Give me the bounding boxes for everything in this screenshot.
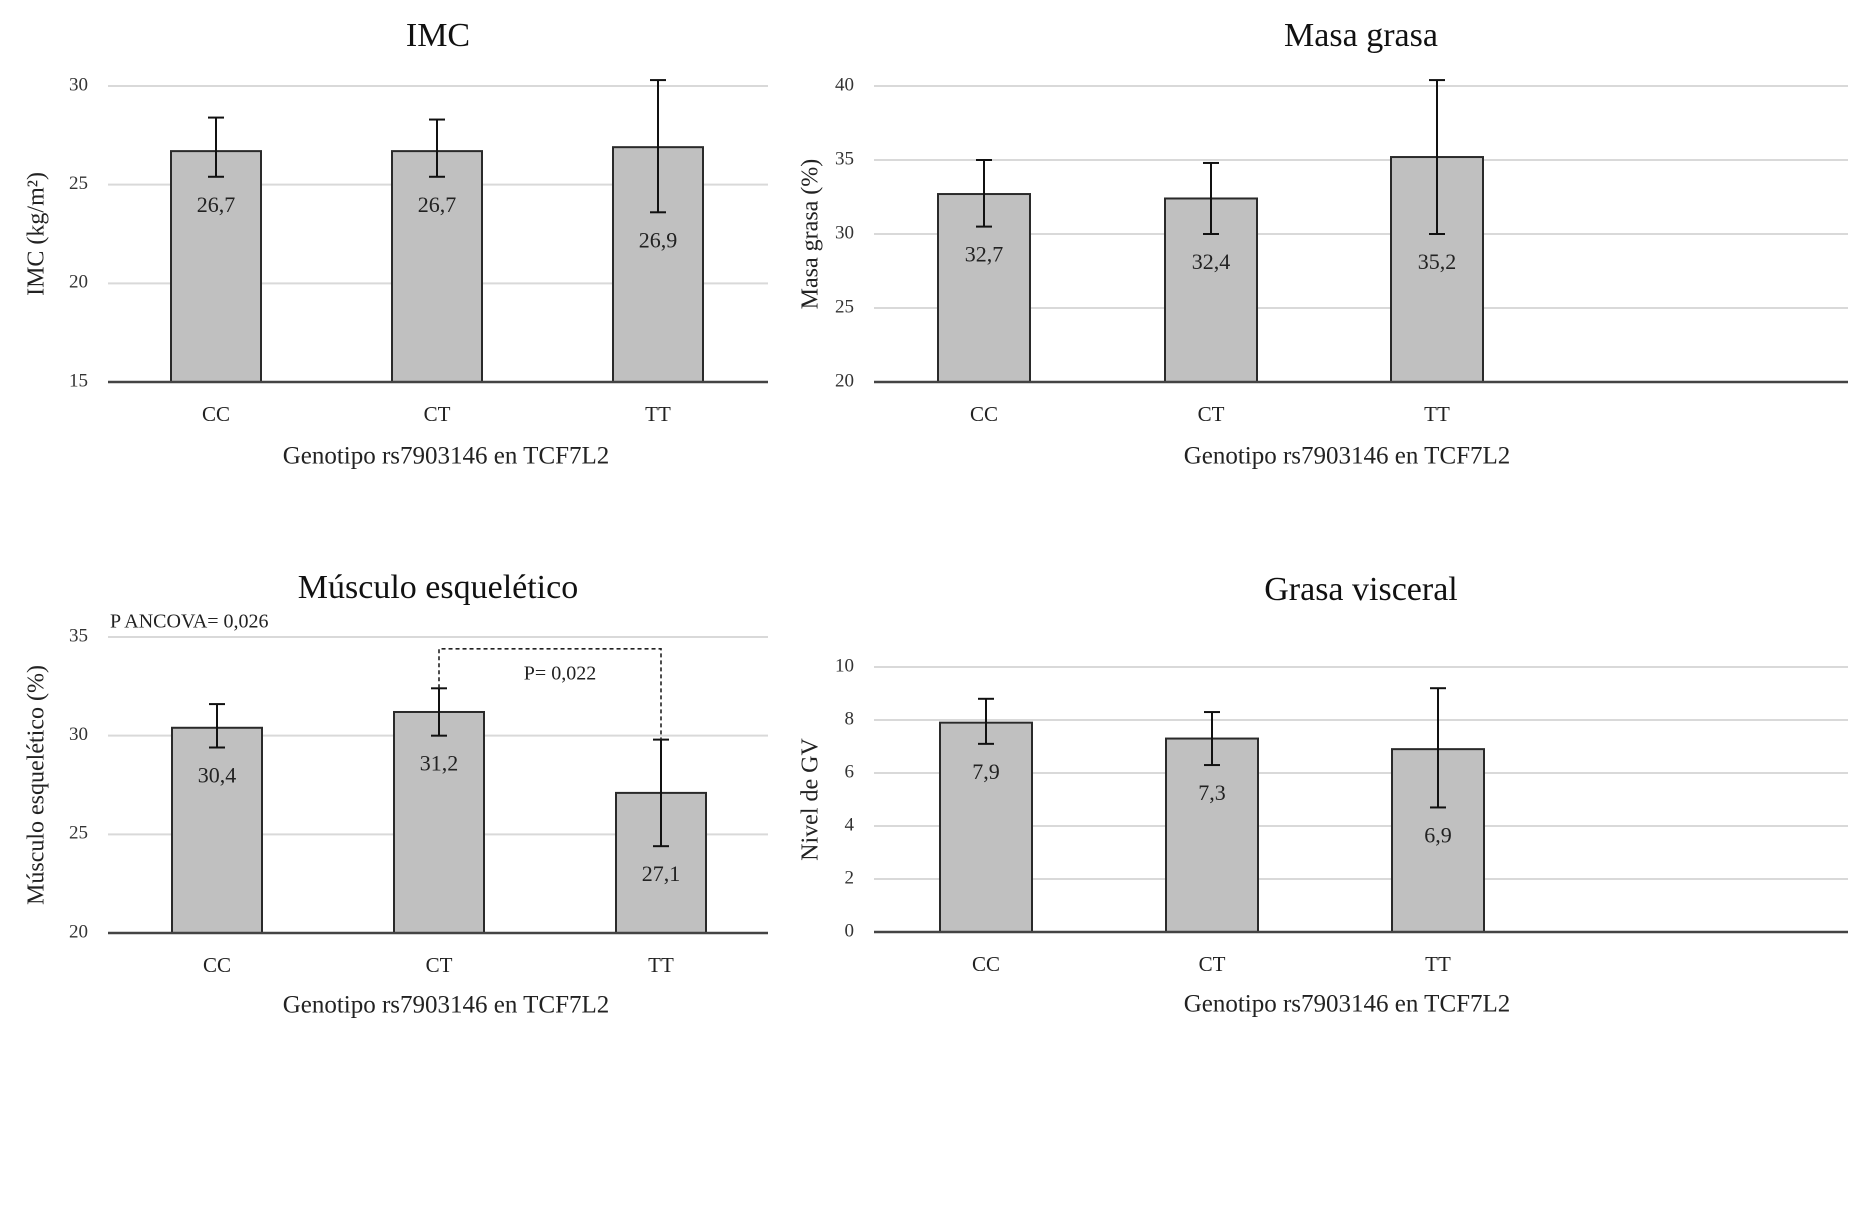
y-tick-label: 25: [835, 296, 854, 317]
p-ancova-annotation: P ANCOVA= 0,026: [110, 611, 269, 633]
chart-panel-4: Grasa visceral 0 2 4 6 8 10 Nivel de GV 7,9 CC 7,3…: [798, 571, 1848, 1018]
x-tick-label: TT: [1424, 402, 1450, 426]
y-tick-label: 4: [845, 814, 855, 835]
chart-title: Masa grasa: [1284, 17, 1438, 54]
x-tick-label: CT: [424, 402, 451, 426]
y-tick-label: 30: [69, 724, 88, 745]
x-tick-label: CC: [203, 953, 231, 977]
x-tick-label: CT: [1198, 402, 1225, 426]
data-label: 7,9: [972, 759, 1000, 784]
x-tick-label: CT: [426, 953, 453, 977]
x-axis-label: Genotipo rs7903146 en TCF7L2: [283, 992, 610, 1019]
x-axis-label: Genotipo rs7903146 en TCF7L2: [283, 443, 610, 470]
p-value-annotation: P= 0,022: [524, 662, 596, 684]
y-tick-label: 15: [69, 370, 88, 391]
bar-cc: [171, 726, 263, 934]
y-tick-label: 20: [69, 272, 88, 293]
data-label: 26,7: [418, 192, 457, 217]
bar-ct: [1165, 737, 1259, 933]
data-label: 30,4: [198, 763, 237, 788]
data-label: 26,7: [197, 192, 236, 217]
y-tick-label: 30: [835, 222, 854, 243]
y-tick-label: 35: [835, 148, 854, 169]
y-tick-label: 2: [845, 867, 855, 888]
chart-panel-1: IMC 15 20 25 30 IMC (kg/m²) 26,7 CC 26,7 CT 26,9 TT…: [24, 17, 768, 470]
bar-ct: [393, 710, 485, 935]
x-axis-label: Genotipo rs7903146 en TCF7L2: [1184, 991, 1511, 1018]
x-tick-label: TT: [648, 953, 674, 977]
data-label: 6,9: [1424, 822, 1452, 847]
y-tick-label: 40: [835, 74, 854, 95]
y-tick-label: 6: [845, 761, 855, 782]
y-tick-label: 35: [69, 625, 88, 646]
chart-title: IMC: [406, 17, 470, 54]
data-label: 26,9: [639, 227, 678, 252]
data-label: 27,1: [642, 861, 681, 886]
y-axis-label: Nivel de GV: [798, 738, 824, 861]
data-label: 32,7: [965, 242, 1004, 267]
x-tick-label: CC: [972, 952, 1000, 976]
bar-cc: [170, 150, 262, 383]
bar-cc: [939, 721, 1033, 934]
data-label: 31,2: [420, 751, 459, 776]
y-tick-label: 25: [69, 823, 88, 844]
x-tick-label: TT: [645, 402, 671, 426]
y-tick-label: 20: [835, 370, 854, 391]
y-tick-label: 25: [69, 173, 88, 194]
bar-ct: [391, 150, 483, 383]
y-tick-label: 30: [69, 74, 88, 95]
y-tick-label: 0: [845, 920, 855, 941]
data-label: 7,3: [1198, 780, 1226, 805]
y-tick-label: 8: [845, 708, 855, 729]
y-tick-label: 20: [69, 921, 88, 942]
y-axis-label: Músculo esquelético (%): [24, 665, 50, 905]
chart-panel-2: Masa grasa 20 25 30 35 40 Masa grasa (%) 32,7 CC…: [798, 17, 1848, 470]
data-label: 32,4: [1192, 249, 1231, 274]
y-axis-label: Masa grasa (%): [798, 159, 824, 310]
x-tick-label: CC: [970, 402, 998, 426]
x-tick-label: TT: [1425, 952, 1451, 976]
x-tick-label: CT: [1199, 952, 1226, 976]
x-axis-label: Genotipo rs7903146 en TCF7L2: [1184, 443, 1511, 470]
significance-bracket: [438, 648, 662, 740]
y-axis-label: IMC (kg/m²): [24, 172, 50, 296]
chart-title: Grasa visceral: [1264, 571, 1458, 608]
chart-panel-3: Músculo esquelético 20 25 30 35 Músculo esque…: [24, 569, 768, 1019]
x-tick-label: CC: [202, 402, 230, 426]
chart-title: Músculo esquelético: [298, 569, 578, 606]
y-tick-label: 10: [835, 655, 854, 676]
data-label: 35,2: [1418, 249, 1457, 274]
